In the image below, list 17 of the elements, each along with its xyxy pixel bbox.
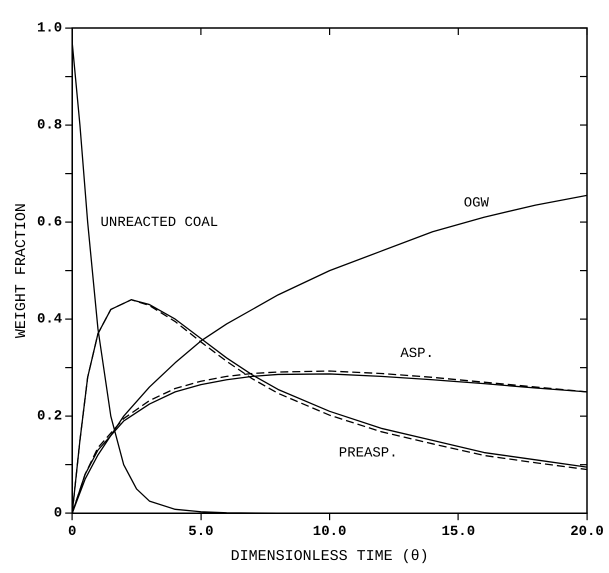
series-label: ASP. xyxy=(400,346,434,362)
x-tick-label: 10.0 xyxy=(312,524,346,540)
x-tick-label: 15.0 xyxy=(441,524,476,540)
y-tick-label: 0 xyxy=(54,506,62,522)
y-tick-label: 1.0 xyxy=(36,20,62,37)
x-tick-label: 20.0 xyxy=(570,524,604,540)
series-label: PREASP. xyxy=(338,445,398,462)
x-tick-label: 5.0 xyxy=(188,524,214,540)
y-tick-label: 0.2 xyxy=(36,408,62,425)
y-axis-title: WEIGHT FRACTION xyxy=(12,203,30,338)
x-tick-label: 0 xyxy=(68,524,76,540)
y-tick-label: 0.6 xyxy=(36,214,62,231)
x-axis-title: DIMENSIONLESS TIME (θ) xyxy=(230,548,429,565)
y-tick-label: 0.4 xyxy=(36,312,62,328)
series-label: OGW xyxy=(464,195,490,212)
series-label: UNREACTED COAL xyxy=(100,214,218,231)
y-tick-label: 0.8 xyxy=(36,118,62,134)
